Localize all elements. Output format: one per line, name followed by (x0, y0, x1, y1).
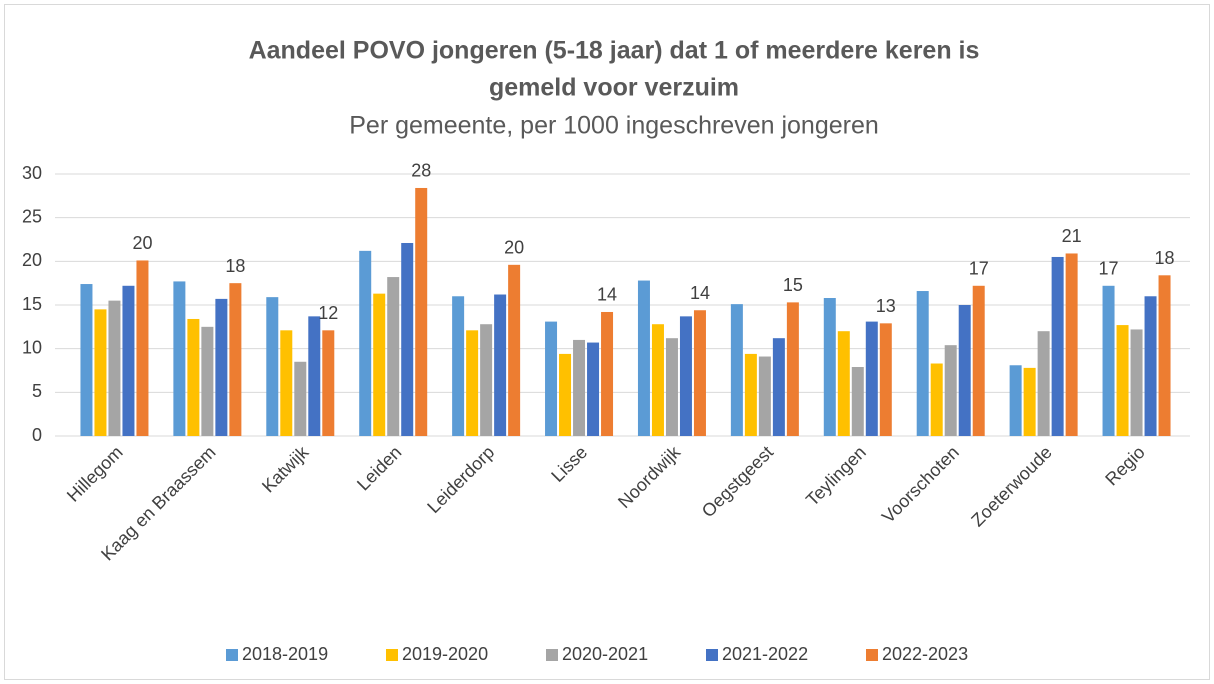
y-tick-label: 15 (22, 294, 42, 314)
bar (823, 298, 836, 436)
data-label: 17 (1099, 259, 1119, 279)
y-tick-label: 10 (22, 337, 42, 357)
bar (1102, 285, 1115, 436)
bar (387, 277, 400, 436)
bar (201, 326, 214, 436)
bar (744, 353, 757, 436)
bar (758, 356, 771, 436)
y-tick-label: 0 (32, 425, 42, 445)
bar (958, 305, 971, 436)
bar (294, 361, 307, 436)
data-label: 12 (318, 303, 338, 323)
bar (1130, 329, 1143, 436)
y-tick-label: 5 (32, 381, 42, 401)
bar (1037, 331, 1050, 436)
data-label: 20 (132, 233, 152, 253)
bar (772, 338, 785, 436)
bar (215, 298, 228, 436)
bar (851, 367, 864, 436)
bar (637, 280, 650, 436)
bar (122, 285, 135, 436)
bar (930, 363, 943, 436)
bar (601, 311, 614, 436)
bar (865, 321, 878, 436)
bar (108, 300, 121, 436)
legend-swatch (546, 649, 558, 661)
bar (693, 310, 706, 436)
bar (187, 318, 200, 436)
bar (494, 294, 507, 436)
bar (266, 297, 279, 436)
bar (94, 309, 107, 436)
bar (452, 296, 465, 436)
data-label: 14 (690, 283, 710, 303)
legend-label: 2022-2023 (882, 644, 968, 664)
bar (1009, 365, 1022, 436)
bar (651, 324, 664, 436)
legend-swatch (386, 649, 398, 661)
bar (573, 339, 586, 436)
bar (665, 338, 678, 436)
legend-label: 2019-2020 (402, 644, 488, 664)
data-label: 13 (876, 296, 896, 316)
legend-swatch (226, 649, 238, 661)
legend-label: 2021-2022 (722, 644, 808, 664)
bar (480, 324, 493, 436)
bar (359, 250, 372, 436)
bar (679, 316, 692, 436)
bar (786, 302, 799, 436)
data-label: 14 (597, 285, 617, 305)
chart-subtitle: Per gemeente, per 1000 ingeschreven jong… (349, 112, 879, 140)
bar (916, 291, 929, 436)
y-tick-label: 25 (22, 206, 42, 226)
legend-swatch (866, 649, 878, 661)
data-label: 20 (504, 238, 524, 258)
bar (1144, 296, 1157, 436)
chart-title: Aandeel POVO jongeren (5-18 jaar) dat 1 … (249, 37, 980, 65)
legend-label: 2020-2021 (562, 644, 648, 664)
bar (972, 285, 985, 436)
y-tick-label: 30 (22, 163, 42, 183)
bar (837, 331, 850, 436)
bar (229, 283, 242, 436)
data-label: 18 (225, 256, 245, 276)
chart-title: gemeld voor verzuim (489, 74, 739, 102)
bar (466, 330, 479, 436)
bar (415, 187, 428, 436)
legend-swatch (706, 649, 718, 661)
y-tick-label: 20 (22, 250, 42, 270)
data-label: 15 (783, 275, 803, 295)
legend-label: 2018-2019 (242, 644, 328, 664)
bar (1116, 325, 1129, 436)
bar (879, 323, 892, 436)
bar (508, 264, 521, 436)
bar (401, 242, 414, 436)
data-label: 28 (411, 161, 431, 181)
bar (373, 293, 386, 436)
bar (587, 342, 600, 436)
bar (136, 260, 149, 436)
bar (559, 353, 572, 436)
bar (1023, 367, 1036, 436)
bar (80, 284, 93, 436)
data-label: 21 (1062, 226, 1082, 246)
bar (322, 330, 335, 436)
data-label: 18 (1155, 248, 1175, 268)
data-label: 17 (969, 259, 989, 279)
bar (280, 330, 293, 436)
bar (730, 304, 743, 436)
bar (173, 281, 186, 436)
bar (545, 321, 558, 436)
bar (944, 345, 957, 436)
bar (1158, 275, 1171, 436)
bar (1051, 256, 1064, 436)
bar (1065, 253, 1078, 436)
bar (308, 316, 321, 436)
